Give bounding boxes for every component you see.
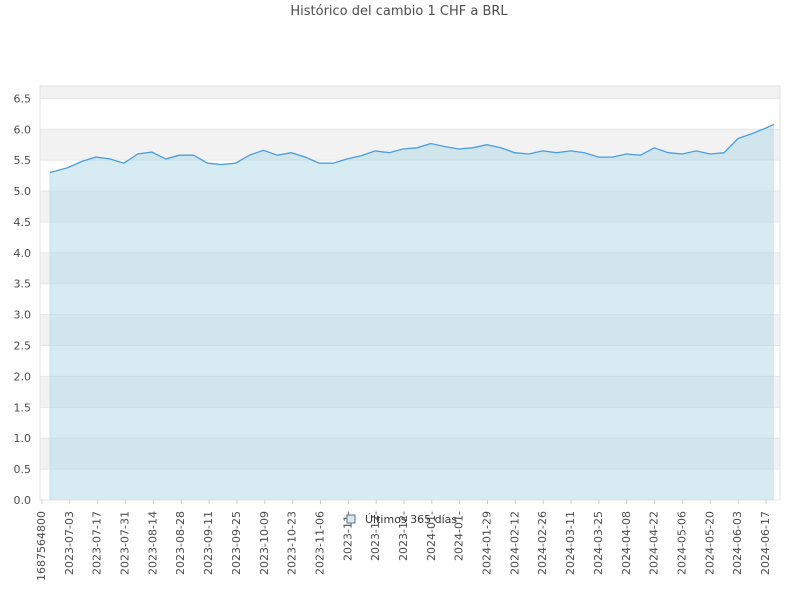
x-tick-label: 2024-03-11 bbox=[564, 511, 577, 575]
x-tick-label: 2024-01- bbox=[453, 511, 466, 561]
x-tick: 2023-12- bbox=[369, 511, 382, 561]
x-tick: 2024-06-17 bbox=[759, 511, 772, 575]
x-tick: 2024-05-20 bbox=[703, 511, 716, 575]
x-tick: 2023-09-11 bbox=[202, 511, 215, 575]
x-tick-label: 2024-04-08 bbox=[620, 511, 633, 575]
x-tick-label: 2024-02-12 bbox=[508, 511, 521, 575]
legend-swatch[interactable] bbox=[346, 514, 356, 524]
x-tick-label: 2023-07-17 bbox=[91, 511, 104, 575]
x-tick: 2024-03-25 bbox=[592, 511, 605, 575]
x-tick: 2024-01- bbox=[425, 511, 438, 561]
legend-label[interactable]: Últimos 365 días bbox=[365, 513, 457, 526]
x-axis: 1687564800 2023-07-03 2023-07-17 2023-07-31… bbox=[35, 500, 772, 581]
x-tick-label: 2023-08-14 bbox=[146, 511, 159, 575]
series-area bbox=[50, 124, 774, 501]
x-tick: 2024-06-03 bbox=[731, 511, 744, 575]
x-tick: 2024-04-22 bbox=[648, 511, 661, 575]
x-tick: 2024-01- bbox=[453, 511, 466, 561]
x-tick: 2023-08-28 bbox=[174, 511, 187, 575]
x-tick-label: 2024-05-06 bbox=[676, 511, 689, 575]
x-tick: 2024-03-11 bbox=[564, 511, 577, 575]
y-tick-label: 1.0 bbox=[14, 432, 32, 445]
y-tick-label: 4.0 bbox=[14, 247, 32, 260]
x-tick: 2023-10-23 bbox=[286, 511, 299, 575]
x-tick-label: 2023-08-28 bbox=[174, 511, 187, 575]
x-tick-label: 2023-12- bbox=[369, 511, 382, 561]
y-tick-label: 5.5 bbox=[14, 154, 32, 167]
x-tick-label: 2024-01-29 bbox=[481, 511, 494, 575]
y-tick-label: 6.0 bbox=[14, 123, 32, 136]
x-tick: 2023-08-14 bbox=[146, 511, 159, 575]
y-tick-label: 5.0 bbox=[14, 185, 32, 198]
y-tick-label: 0.0 bbox=[14, 494, 32, 507]
x-tick-label: 2023-10-23 bbox=[286, 511, 299, 575]
x-tick-label: 2024-01- bbox=[425, 511, 438, 561]
x-tick: 2023-10-09 bbox=[258, 511, 271, 575]
x-tick: 2024-02-12 bbox=[508, 511, 521, 575]
y-tick-label: 3.5 bbox=[14, 278, 32, 291]
x-tick-label: 1687564800 bbox=[35, 511, 48, 581]
x-tick: 2024-04-08 bbox=[620, 511, 633, 575]
y-tick-label: 3.0 bbox=[14, 309, 32, 322]
x-tick: 1687564800 bbox=[35, 511, 48, 581]
x-tick: 2023-07-17 bbox=[91, 511, 104, 575]
x-tick: 2024-02-26 bbox=[536, 511, 549, 575]
y-tick-label: 6.5 bbox=[14, 92, 32, 105]
x-tick-label: 2024-02-26 bbox=[536, 511, 549, 575]
x-tick: 2023-09-25 bbox=[230, 511, 243, 575]
x-tick: 2023-07-31 bbox=[119, 511, 132, 575]
legend[interactable]: Últimos 365 días bbox=[346, 513, 457, 526]
x-tick-label: 2023-10-09 bbox=[258, 511, 271, 575]
x-tick-label: 2024-04-22 bbox=[648, 511, 661, 575]
x-tick: 2023-07-03 bbox=[63, 511, 76, 575]
y-tick-label: 4.5 bbox=[14, 216, 32, 229]
y-axis: 0.0 0.5 1.0 1.5 2.0 2.5 3.0 3.5 4.0 4.5 5.0 5.5 6.0 6… bbox=[14, 92, 32, 507]
x-tick: 2024-01-29 bbox=[481, 511, 494, 575]
y-tick-label: 2.5 bbox=[14, 340, 32, 353]
chart-title: Histórico del cambio 1 CHF a BRL bbox=[290, 4, 508, 19]
x-tick-label: 2023-09-11 bbox=[202, 511, 215, 575]
x-tick-label: 2023-11-06 bbox=[314, 511, 327, 575]
y-tick-label: 2.0 bbox=[14, 370, 32, 383]
x-tick: 2023-11-06 bbox=[314, 511, 327, 575]
x-tick-label: 2023-07-03 bbox=[63, 511, 76, 575]
x-tick: 2023-12- bbox=[397, 511, 410, 561]
x-tick-label: 2024-05-20 bbox=[703, 511, 716, 575]
plot-band bbox=[40, 86, 780, 99]
y-tick-label: 0.5 bbox=[14, 463, 32, 476]
x-tick-label: 2023-12- bbox=[397, 511, 410, 561]
x-tick-label: 2024-03-25 bbox=[592, 511, 605, 575]
x-tick-label: 2024-06-17 bbox=[759, 511, 772, 575]
y-tick-label: 1.5 bbox=[14, 401, 32, 414]
series-line bbox=[49, 123, 775, 174]
x-tick-label: 2024-06-03 bbox=[731, 511, 744, 575]
x-tick: 2024-05-06 bbox=[676, 511, 689, 575]
x-tick-label: 2023-09-25 bbox=[230, 511, 243, 575]
x-tick-label: 2023-07-31 bbox=[119, 511, 132, 575]
